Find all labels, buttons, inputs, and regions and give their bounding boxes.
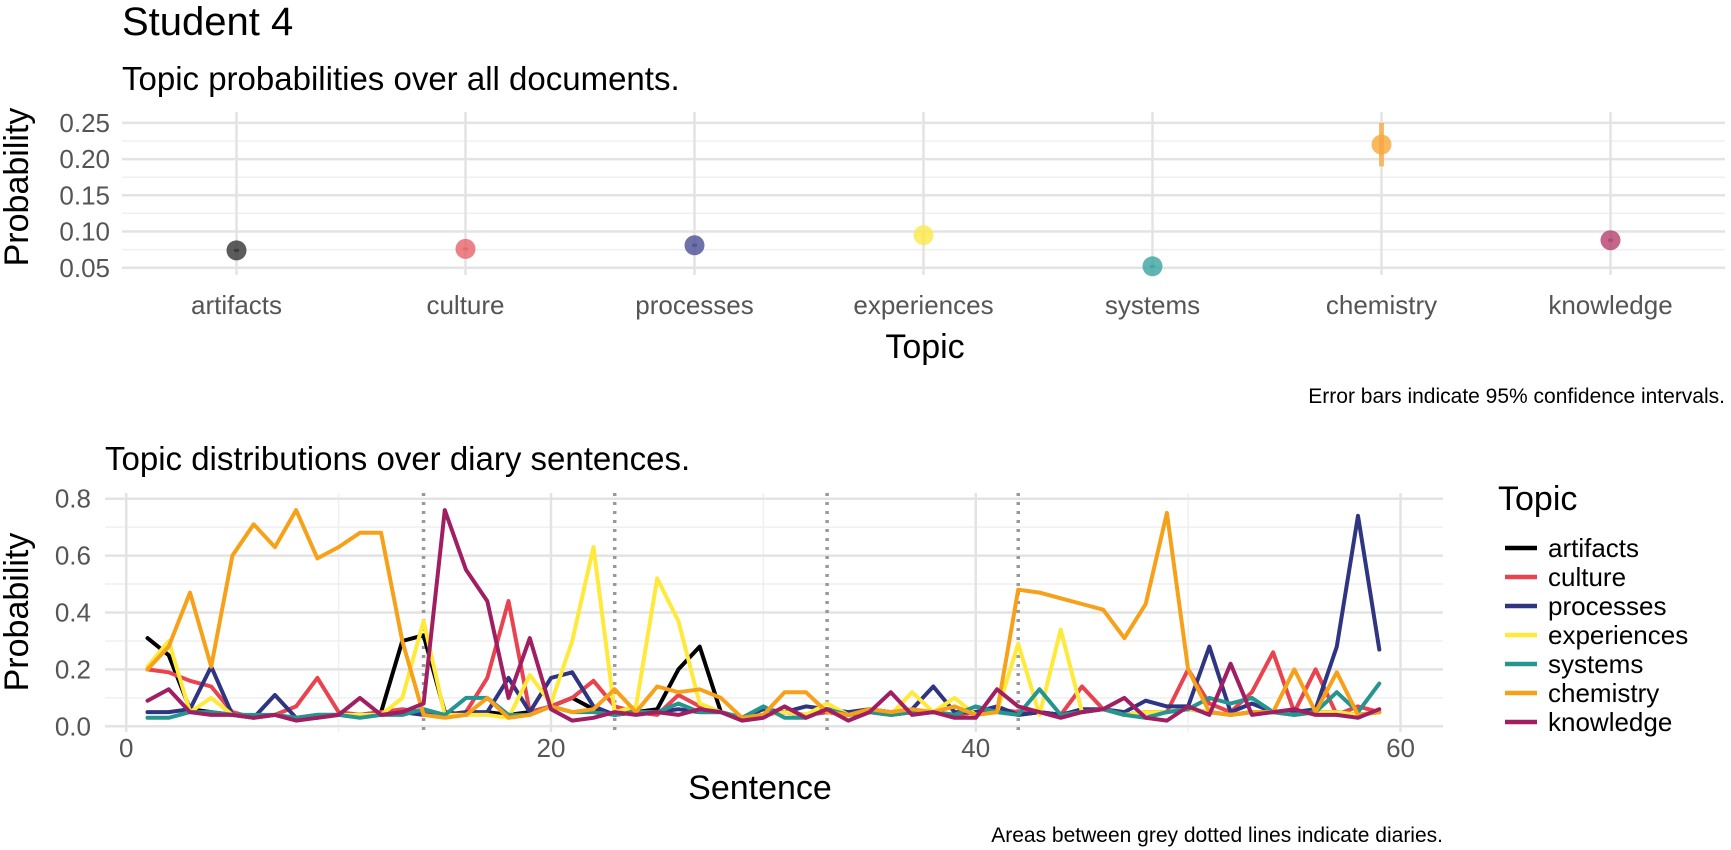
top-y-tick-label: 0.25 <box>59 108 110 138</box>
bottom-x-tick-label: 0 <box>119 733 133 763</box>
point-culture <box>455 238 476 259</box>
series-line-knowledge <box>145 508 1382 723</box>
legend-label-artifacts: artifacts <box>1548 533 1639 563</box>
bottom-x-axis-label: Sentence <box>688 769 832 807</box>
legend-label-systems: systems <box>1548 649 1643 679</box>
bottom-x-tick-label: 20 <box>537 733 566 763</box>
point-systems <box>1142 256 1163 277</box>
bottom-x-tick-label: 40 <box>961 733 990 763</box>
legend-items: artifactscultureprocessesexperiencessyst… <box>1505 533 1688 737</box>
top-grid <box>122 112 1725 275</box>
legend-label-experiences: experiences <box>1548 620 1688 650</box>
bottom-subtitle: Topic distributions over diary sentences… <box>105 440 690 477</box>
bottom-y-axis-label: Probability <box>0 533 36 692</box>
top-x-tick-label: knowledge <box>1548 290 1672 320</box>
series-line-systems <box>145 681 1382 720</box>
series-line-chemistry <box>145 508 1382 720</box>
bottom-y-tick-label: 0.0 <box>55 711 91 741</box>
top-y-tick-label: 0.05 <box>59 253 110 283</box>
legend-title: Topic <box>1498 480 1577 518</box>
bottom-y-tick-labels: 0.0 0.2 0.4 0.6 0.8 <box>55 484 91 742</box>
top-caption: Error bars indicate 95% confidence inter… <box>1308 385 1725 408</box>
top-y-tick-label: 0.15 <box>59 180 110 210</box>
bottom-series-lines <box>145 508 1382 723</box>
top-x-tick-label: culture <box>426 290 504 320</box>
top-x-tick-labels: artifacts culture processes experiences syst… <box>191 290 1673 320</box>
legend-label-chemistry: chemistry <box>1548 678 1659 708</box>
bottom-grid <box>105 493 1443 732</box>
top-x-tick-label: processes <box>635 290 754 320</box>
bottom-y-tick-label: 0.4 <box>55 598 91 628</box>
point-artifacts <box>226 240 247 261</box>
legend-label-culture: culture <box>1548 562 1626 592</box>
top-y-tick-label: 0.10 <box>59 217 110 247</box>
bottom-x-tick-label: 60 <box>1386 733 1415 763</box>
point-chemistry <box>1371 134 1392 155</box>
top-points <box>226 122 1621 277</box>
top-x-axis-label: Topic <box>885 328 964 366</box>
bottom-y-tick-label: 0.2 <box>55 654 91 684</box>
point-knowledge <box>1600 230 1621 251</box>
top-y-tick-labels: 0.05 0.10 0.15 0.20 0.25 <box>59 108 110 283</box>
legend-label-knowledge: knowledge <box>1548 707 1672 737</box>
legend-label-processes: processes <box>1548 591 1667 621</box>
top-x-tick-label: systems <box>1105 290 1200 320</box>
point-processes <box>684 235 705 256</box>
top-x-tick-label: experiences <box>853 290 993 320</box>
top-subtitle: Topic probabilities over all documents. <box>122 60 680 97</box>
bottom-y-tick-label: 0.8 <box>55 484 91 514</box>
top-y-axis-label: Probability <box>0 108 36 267</box>
figure-title: Student 4 <box>122 0 293 44</box>
legend: Topic artifactscultureprocessesexperienc… <box>1498 480 1688 737</box>
bottom-caption: Areas between grey dotted lines indicate… <box>991 824 1443 847</box>
top-x-tick-label: artifacts <box>191 290 282 320</box>
bottom-x-tick-labels: 0 20 40 60 <box>119 733 1415 763</box>
bottom-panel: Topic distributions over diary sentences… <box>0 440 1443 847</box>
top-y-tick-label: 0.20 <box>59 144 110 174</box>
top-panel: Topic probabilities over all documents. … <box>0 60 1725 408</box>
point-experiences <box>913 225 934 246</box>
bottom-y-tick-label: 0.6 <box>55 541 91 571</box>
top-x-tick-label: chemistry <box>1326 290 1437 320</box>
